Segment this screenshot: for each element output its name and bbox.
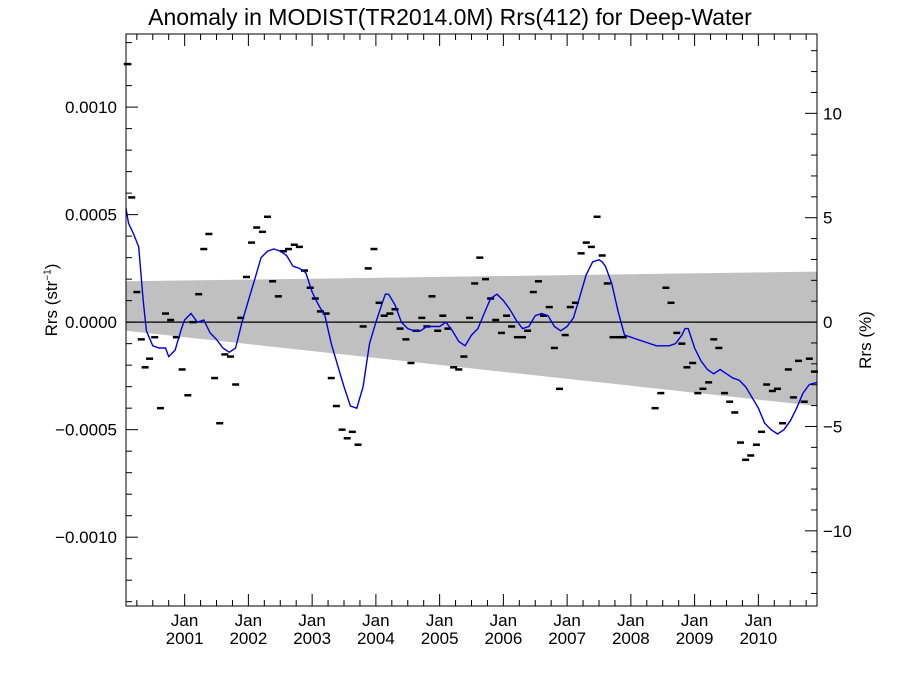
x-tick-month-label: Jan [617, 611, 644, 630]
x-tick-month-label: Jan [745, 611, 772, 630]
uncertainty-band [126, 271, 817, 407]
x-tick-month-label: Jan [490, 611, 517, 630]
y-right-tick-label: 5 [823, 209, 832, 228]
x-tick-month-label: Jan [426, 611, 453, 630]
smoothed-series-line [125, 208, 818, 435]
y-right-tick-label: 0 [823, 313, 832, 332]
y-left-tick-label: 0.0005 [65, 206, 117, 225]
x-tick-year-label: 2004 [357, 629, 395, 648]
y-right-tick-label: −5 [823, 417, 842, 436]
y-left-tick-label: −0.0005 [55, 421, 117, 440]
y-right-tick-label: −10 [823, 522, 852, 541]
x-tick-year-label: 2005 [421, 629, 459, 648]
x-tick-year-label: 2001 [166, 629, 204, 648]
x-tick-month-label: Jan [362, 611, 389, 630]
x-tick-month-label: Jan [235, 611, 262, 630]
x-tick-year-label: 2008 [612, 629, 650, 648]
x-tick-year-label: 2010 [739, 629, 777, 648]
x-tick-month-label: Jan [681, 611, 708, 630]
x-tick-month-label: Jan [553, 611, 580, 630]
x-tick-year-label: 2003 [293, 629, 331, 648]
x-tick-year-label: 2006 [484, 629, 522, 648]
x-tick-month-label: Jan [171, 611, 198, 630]
y-left-tick-label: −0.0010 [55, 528, 117, 547]
y-left-tick-label: 0.0000 [65, 313, 117, 332]
x-tick-year-label: 2009 [676, 629, 714, 648]
y-right-tick-label: 10 [823, 104, 842, 123]
x-tick-year-label: 2002 [229, 629, 267, 648]
x-tick-year-label: 2007 [548, 629, 586, 648]
chart-title: Anomaly in MODIST(TR2014.0M) Rrs(412) fo… [148, 4, 752, 30]
x-tick-month-label: Jan [298, 611, 325, 630]
y-left-tick-label: 0.0010 [65, 98, 117, 117]
